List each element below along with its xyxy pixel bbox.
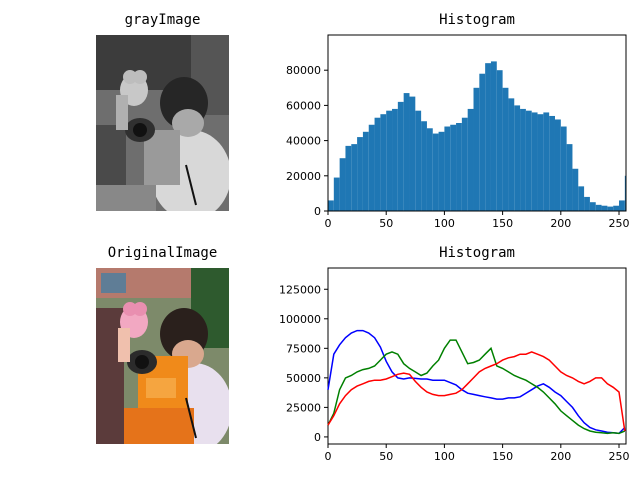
histogram-bar bbox=[450, 124, 457, 211]
bottom-axis-ytick-label: 25000 bbox=[286, 401, 321, 414]
histogram-bar bbox=[467, 108, 474, 211]
histogram-bar bbox=[392, 108, 398, 211]
histogram-bar bbox=[380, 114, 387, 211]
histogram-bar bbox=[473, 87, 480, 211]
histogram-bar bbox=[461, 117, 468, 211]
histogram-bar bbox=[607, 206, 614, 211]
top-axis-ytick-label: 80000 bbox=[286, 64, 321, 77]
bottom-axis-xtick-label: 50 bbox=[379, 450, 393, 463]
histogram-bar bbox=[374, 117, 381, 211]
histogram-bar bbox=[351, 144, 358, 211]
histogram-title-top: Histogram bbox=[439, 12, 515, 28]
histogram-bar bbox=[514, 105, 521, 211]
bottom-axis-xtick-label: 150 bbox=[492, 450, 513, 463]
histogram-bar bbox=[508, 98, 515, 211]
histogram-bar bbox=[490, 61, 497, 212]
histogram-bar bbox=[485, 63, 491, 211]
top-axis-ytick-label: 60000 bbox=[286, 99, 321, 112]
gray-image-title: grayImage bbox=[124, 12, 201, 28]
histogram-bar bbox=[333, 177, 340, 211]
bottom-axis-ytick-label: 75000 bbox=[286, 342, 321, 355]
histogram-bar bbox=[432, 133, 439, 211]
bottom-axis-xtick-label: 0 bbox=[325, 450, 332, 463]
bottom-axis-ytick-label: 100000 bbox=[279, 313, 321, 326]
histogram-bar bbox=[589, 202, 596, 211]
histogram-series-line-1 bbox=[327, 339, 626, 435]
bottom-axis-xtick-label: 200 bbox=[550, 450, 571, 463]
histogram-bar bbox=[357, 137, 363, 211]
histogram-bar bbox=[543, 112, 550, 211]
histogram-bar bbox=[578, 186, 585, 211]
top-axis-xtick-label: 0 bbox=[325, 217, 332, 230]
histogram-bar bbox=[444, 126, 451, 211]
histogram-bar bbox=[345, 145, 352, 211]
top-axis-xtick-label: 250 bbox=[609, 217, 630, 230]
bottom-axis-xtick-label: 250 bbox=[609, 450, 630, 463]
histogram-bar bbox=[328, 200, 334, 211]
top-axis-ytick-label: 40000 bbox=[286, 135, 321, 148]
histogram-bar bbox=[409, 96, 416, 211]
histogram-bar bbox=[619, 200, 625, 211]
histogram-bar bbox=[572, 168, 579, 211]
top-axis-xtick-label: 100 bbox=[434, 217, 455, 230]
histogram-bar bbox=[386, 110, 393, 211]
histogram-bar bbox=[403, 93, 410, 211]
top-axis-xtick-label: 50 bbox=[379, 217, 393, 230]
histogram-bar bbox=[426, 128, 433, 211]
bottom-axis-ytick-label: 50000 bbox=[286, 372, 321, 385]
top-axis-frame bbox=[327, 34, 627, 212]
histogram-bar bbox=[438, 131, 445, 211]
original-image bbox=[96, 268, 229, 444]
bottom-axis-xtick-label: 100 bbox=[434, 450, 455, 463]
histogram-bar bbox=[584, 196, 590, 211]
histogram-title-bottom: Histogram bbox=[439, 245, 515, 261]
histogram-bar bbox=[421, 121, 427, 211]
histogram-bar bbox=[560, 126, 567, 211]
gray-image bbox=[96, 35, 229, 211]
histogram-bar bbox=[624, 175, 626, 211]
histogram-bar bbox=[613, 205, 620, 211]
histogram-bar bbox=[601, 205, 608, 211]
histogram-bar bbox=[368, 124, 375, 211]
original-image-title: OriginalImage bbox=[107, 245, 218, 261]
histogram-bar bbox=[566, 144, 573, 211]
histogram-bar bbox=[496, 70, 503, 211]
histogram-series-line-0 bbox=[327, 329, 626, 435]
histogram-bar bbox=[595, 204, 602, 211]
histogram-bar bbox=[549, 115, 555, 211]
bottom-axis-ytick-label: 125000 bbox=[279, 283, 321, 296]
histogram-bar bbox=[397, 101, 404, 211]
histogram-bar bbox=[502, 87, 509, 211]
top-axis-ytick-label: 20000 bbox=[286, 170, 321, 183]
histogram-bar bbox=[362, 131, 369, 211]
histogram-bar bbox=[554, 119, 561, 211]
histogram-bar bbox=[339, 158, 346, 211]
top-axis-ytick-label: 0 bbox=[314, 205, 321, 218]
bottom-axis-ytick-label: 0 bbox=[314, 431, 321, 444]
histogram-series-line-2 bbox=[327, 351, 626, 432]
histogram-bar bbox=[525, 110, 532, 211]
histogram-bar bbox=[520, 108, 526, 211]
histogram-bar bbox=[456, 123, 462, 211]
top-axis-xtick-label: 200 bbox=[550, 217, 571, 230]
histogram-bar bbox=[479, 73, 486, 211]
histogram-bar bbox=[537, 114, 544, 211]
histogram-bar bbox=[415, 110, 422, 211]
top-axis-xtick-label: 150 bbox=[492, 217, 513, 230]
bottom-axis-frame bbox=[327, 267, 627, 445]
histogram-bar bbox=[531, 112, 538, 211]
